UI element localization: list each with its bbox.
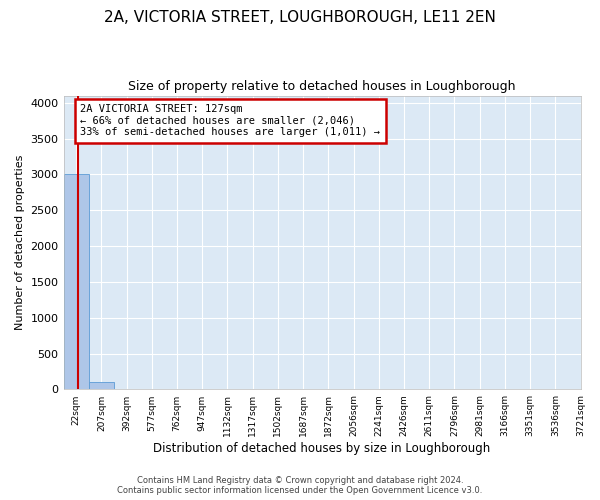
Y-axis label: Number of detached properties: Number of detached properties xyxy=(15,155,25,330)
Text: 2A VICTORIA STREET: 127sqm
← 66% of detached houses are smaller (2,046)
33% of s: 2A VICTORIA STREET: 127sqm ← 66% of deta… xyxy=(80,104,380,138)
Text: 2A, VICTORIA STREET, LOUGHBOROUGH, LE11 2EN: 2A, VICTORIA STREET, LOUGHBOROUGH, LE11 … xyxy=(104,10,496,25)
Title: Size of property relative to detached houses in Loughborough: Size of property relative to detached ho… xyxy=(128,80,516,93)
Text: Contains HM Land Registry data © Crown copyright and database right 2024.
Contai: Contains HM Land Registry data © Crown c… xyxy=(118,476,482,495)
Bar xyxy=(64,174,89,390)
Bar xyxy=(89,382,114,390)
X-axis label: Distribution of detached houses by size in Loughborough: Distribution of detached houses by size … xyxy=(154,442,491,455)
